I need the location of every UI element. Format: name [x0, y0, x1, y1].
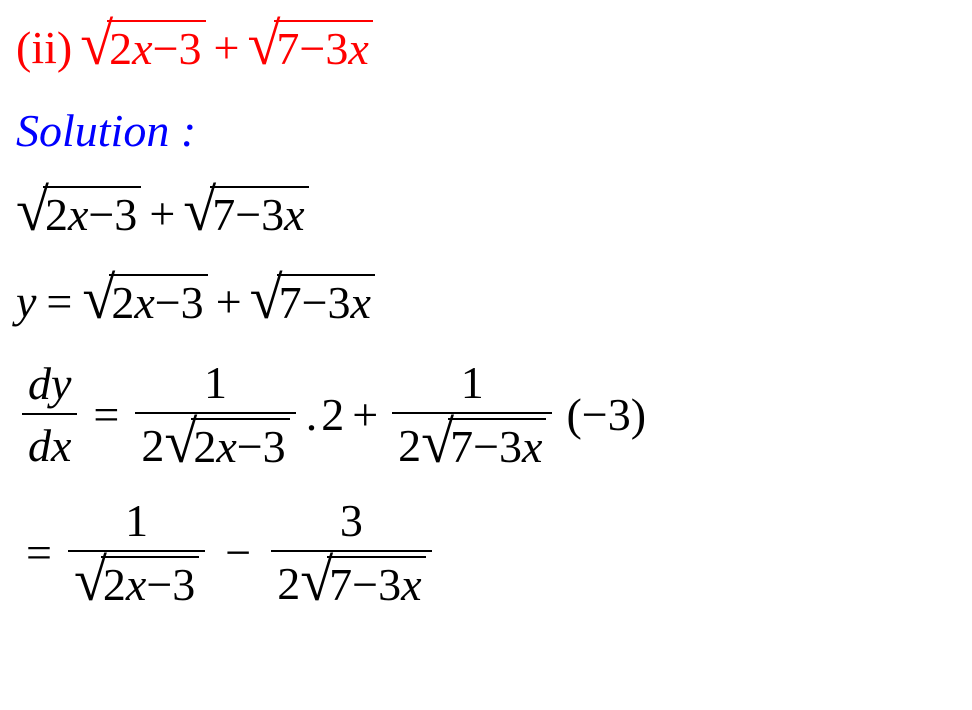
sqrt-expr-1: √ 2x−3: [80, 20, 205, 75]
numerator: 1: [198, 356, 233, 412]
numerator: 3: [334, 494, 369, 550]
coefficient: 2: [277, 557, 300, 610]
radicand: 7−3x: [448, 418, 546, 473]
equals-sign: =: [46, 275, 72, 328]
problem-label: (ii): [16, 21, 72, 74]
sqrt-expr-2: √ 7−3x: [183, 186, 308, 241]
fraction-term-1: 1 2 √ 2x−3: [135, 356, 295, 473]
minus-operator: −: [225, 526, 251, 579]
sqrt-in-denom: √ 2x−3: [164, 418, 289, 473]
assignment-line: y = √ 2x−3 + √ 7−3x: [16, 266, 956, 336]
solution-text: Solution :: [16, 104, 196, 157]
denominator: 2 √ 7−3x: [271, 550, 431, 611]
radicand: 7−3x: [210, 186, 308, 241]
solution-label: Solution :: [16, 100, 956, 160]
numerator: dy: [22, 357, 77, 413]
fraction-term-2: 3 2 √ 7−3x: [271, 494, 431, 611]
plus-operator: +: [352, 388, 378, 441]
sqrt-expr-1: √ 2x−3: [16, 186, 141, 241]
denominator: √ 2x−3: [68, 550, 205, 611]
radicand: 2x−3: [101, 556, 199, 611]
sqrt-in-denom: √ 7−3x: [300, 556, 425, 611]
numerator: 1: [455, 356, 490, 412]
dot-operator: .: [306, 388, 318, 441]
radicand: 7−3x: [327, 556, 425, 611]
numerator: 1: [119, 494, 154, 550]
problem-statement: (ii) √ 2x−3 + √ 7−3x: [16, 12, 956, 82]
derivative-line-1: dy dx = 1 2 √ 2x−3 . 2 + 1 2 √ 7−3x: [16, 354, 956, 474]
sqrt-in-denom: √ 7−3x: [421, 418, 546, 473]
denominator: dx: [22, 413, 77, 472]
radicand: 2x−3: [109, 274, 207, 329]
fraction-term-1: 1 √ 2x−3: [68, 494, 205, 611]
coefficient: 2: [398, 419, 421, 472]
fraction-dydx: dy dx: [22, 357, 77, 472]
expression-restate: √ 2x−3 + √ 7−3x: [16, 178, 956, 248]
constant-two: 2: [321, 388, 344, 441]
sqrt-expr-1: √ 2x−3: [82, 274, 207, 329]
coefficient: 2: [141, 419, 164, 472]
equals-sign: =: [93, 388, 119, 441]
equals-sign: =: [26, 526, 52, 579]
derivative-line-2: = 1 √ 2x−3 − 3 2 √ 7−3x: [16, 492, 956, 612]
sqrt-expr-2: √ 7−3x: [247, 20, 372, 75]
radicand: 2x−3: [43, 186, 141, 241]
radicand: 2x−3: [191, 418, 289, 473]
plus-operator: +: [149, 187, 175, 240]
radicand: 7−3x: [274, 20, 372, 75]
fraction-term-2: 1 2 √ 7−3x: [392, 356, 552, 473]
plus-operator: +: [214, 21, 240, 74]
denominator: 2 √ 7−3x: [392, 412, 552, 473]
denominator: 2 √ 2x−3: [135, 412, 295, 473]
sqrt-expr-2: √ 7−3x: [250, 274, 375, 329]
variable-y: y: [16, 275, 36, 328]
plus-operator: +: [216, 275, 242, 328]
radicand: 7−3x: [277, 274, 375, 329]
radicand: 2x−3: [107, 20, 205, 75]
sqrt-in-denom: √ 2x−3: [74, 556, 199, 611]
chain-factor: (−3): [566, 388, 646, 441]
